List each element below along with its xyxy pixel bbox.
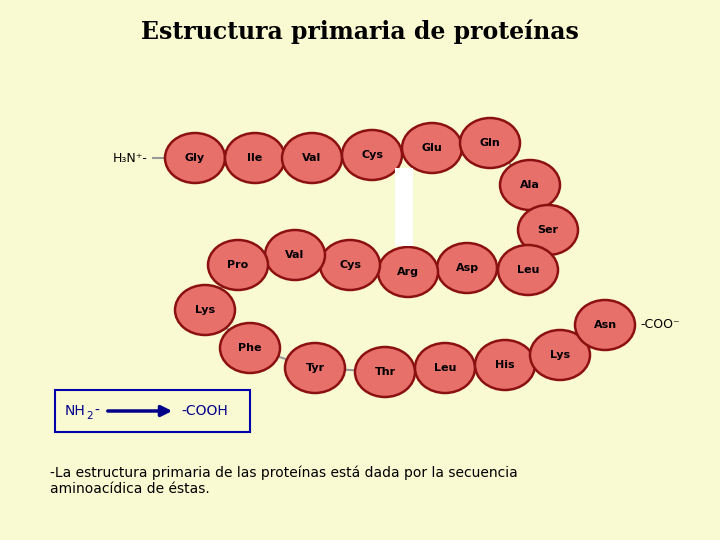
Text: Pro: Pro <box>228 260 248 270</box>
Text: -La estructura primaria de las proteínas está dada por la secuencia
aminoacídica: -La estructura primaria de las proteínas… <box>50 465 518 496</box>
Bar <box>395 168 413 246</box>
Ellipse shape <box>320 240 380 290</box>
Ellipse shape <box>282 133 342 183</box>
Text: -COOH: -COOH <box>181 404 228 418</box>
Text: Val: Val <box>285 250 305 260</box>
Ellipse shape <box>265 230 325 280</box>
Text: -: - <box>94 404 99 418</box>
Ellipse shape <box>498 245 558 295</box>
Ellipse shape <box>378 247 438 297</box>
Text: Tyr: Tyr <box>305 363 325 373</box>
Ellipse shape <box>402 123 462 173</box>
Text: Leu: Leu <box>517 265 539 275</box>
Ellipse shape <box>342 130 402 180</box>
Ellipse shape <box>355 347 415 397</box>
Ellipse shape <box>415 343 475 393</box>
Text: Cys: Cys <box>361 150 383 160</box>
Text: 2: 2 <box>86 411 93 421</box>
Text: Gln: Gln <box>480 138 500 148</box>
Text: Ser: Ser <box>538 225 559 235</box>
Text: His: His <box>495 360 515 370</box>
Text: Asn: Asn <box>593 320 616 330</box>
Text: -COO⁻: -COO⁻ <box>640 319 680 332</box>
Text: Ile: Ile <box>248 153 263 163</box>
Text: Arg: Arg <box>397 267 419 277</box>
Text: Leu: Leu <box>434 363 456 373</box>
Ellipse shape <box>518 205 578 255</box>
Text: Phe: Phe <box>238 343 262 353</box>
Text: Thr: Thr <box>374 367 395 377</box>
Ellipse shape <box>225 133 285 183</box>
Text: Lys: Lys <box>550 350 570 360</box>
Ellipse shape <box>575 300 635 350</box>
Ellipse shape <box>165 133 225 183</box>
Ellipse shape <box>475 340 535 390</box>
Text: Glu: Glu <box>422 143 442 153</box>
Text: H₃N⁺-: H₃N⁺- <box>113 152 148 165</box>
Text: Lys: Lys <box>195 305 215 315</box>
Text: Ala: Ala <box>520 180 540 190</box>
Ellipse shape <box>460 118 520 168</box>
Ellipse shape <box>437 243 497 293</box>
Text: Cys: Cys <box>339 260 361 270</box>
Text: Asp: Asp <box>456 263 479 273</box>
Text: Estructura primaria de proteínas: Estructura primaria de proteínas <box>141 20 579 44</box>
Ellipse shape <box>285 343 345 393</box>
Text: NH: NH <box>65 404 86 418</box>
Ellipse shape <box>500 160 560 210</box>
Text: Gly: Gly <box>185 153 205 163</box>
Text: Val: Val <box>302 153 322 163</box>
Ellipse shape <box>208 240 268 290</box>
FancyBboxPatch shape <box>55 390 250 432</box>
Ellipse shape <box>530 330 590 380</box>
Ellipse shape <box>220 323 280 373</box>
Ellipse shape <box>175 285 235 335</box>
